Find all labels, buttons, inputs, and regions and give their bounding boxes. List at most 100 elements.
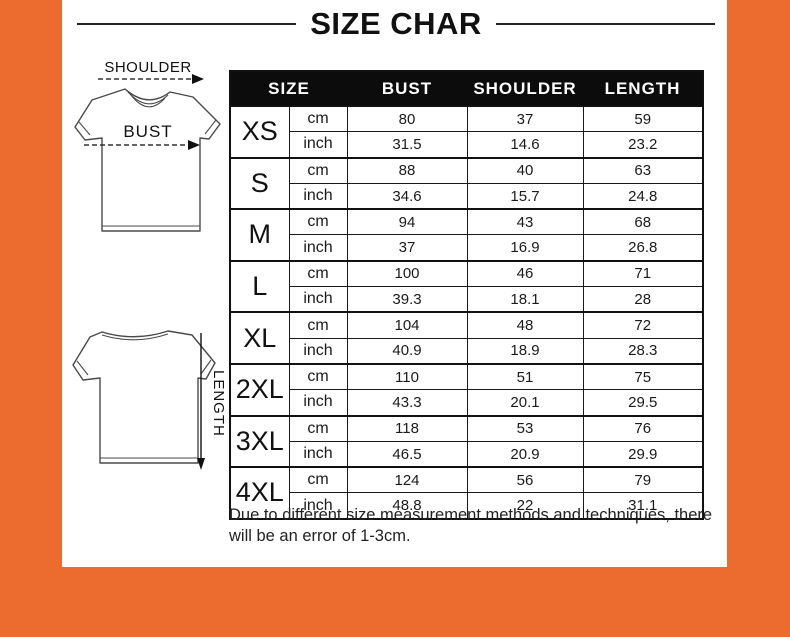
value-cell: 72 (582, 311, 704, 339)
table-row: inch 46.5 20.9 29.9 (230, 440, 704, 468)
value-cell: 37 (466, 105, 584, 133)
value-cell: 37 (346, 234, 468, 262)
unit-cell: cm (288, 414, 348, 442)
size-cell: 3XL (229, 414, 290, 469)
value-cell: 63 (582, 156, 704, 184)
page-title: SIZE CHAR (310, 6, 482, 41)
unit-cell: inch (288, 131, 348, 159)
table-header-row: SIZE BUST SHOULDER LENGTH (230, 71, 704, 106)
table-row: 2XL cm 110 51 75 (229, 362, 704, 417)
unit-cell: inch (288, 492, 348, 520)
value-cell: 23.2 (582, 131, 704, 159)
value-cell: 29.5 (582, 389, 704, 417)
shoulder-label: SHOULDER (104, 59, 191, 76)
length-arrow (197, 333, 205, 470)
size-table-wrap: SIZE BUST SHOULDER LENGTH XS cm 80 37 59 inch… (229, 70, 705, 520)
table-row: 3XL cm 118 53 76 (229, 414, 704, 469)
value-cell: 34.6 (346, 182, 468, 210)
value-cell: 48 (466, 311, 584, 339)
column-header-length: LENGTH (583, 71, 704, 106)
value-cell: 14.6 (466, 131, 584, 159)
value-cell: 71 (582, 259, 704, 288)
value-cell: 59 (582, 105, 704, 133)
value-cell: 124 (346, 466, 468, 494)
unit-cell: cm (288, 208, 348, 236)
tshirt-front-outline (74, 88, 221, 232)
value-cell: 56 (466, 466, 584, 494)
column-header-bust: BUST (347, 71, 468, 106)
measurement-note: Due to different size measurement method… (229, 506, 713, 546)
value-cell: 68 (582, 208, 704, 236)
value-cell: 40.9 (346, 337, 468, 365)
value-cell: 22 (466, 492, 584, 520)
title-row: SIZE CHAR (77, 4, 716, 44)
unit-cell: inch (288, 389, 348, 417)
table-row: 4XL cm 124 56 79 (229, 466, 704, 520)
value-cell: 28.3 (582, 337, 704, 365)
size-cell: XS (229, 105, 290, 159)
bust-label: BUST (123, 122, 172, 141)
value-cell: 39.3 (346, 286, 468, 313)
bust-arrow (84, 140, 200, 150)
value-cell: 43 (466, 208, 584, 236)
value-cell: 104 (346, 311, 468, 339)
unit-cell: inch (288, 337, 348, 365)
value-cell: 80 (346, 105, 468, 133)
left-cuff-seam (78, 121, 91, 136)
tshirt-front-diagram: SHOULDER BUST (62, 50, 237, 250)
value-cell: 110 (346, 362, 468, 391)
table-row: inch 48.8 22 31.1 (230, 492, 704, 520)
length-label: LENGTH (210, 370, 227, 437)
unit-cell: inch (288, 182, 348, 210)
size-cell: XL (229, 311, 290, 365)
unit-cell: inch (288, 440, 348, 468)
value-cell: 28 (582, 286, 704, 313)
size-cell: S (229, 156, 290, 211)
back-collar-seam (101, 333, 169, 341)
value-cell: 118 (346, 414, 468, 442)
value-cell: 31.1 (582, 492, 704, 520)
unit-cell: cm (288, 105, 348, 133)
value-cell: 40 (466, 156, 584, 184)
value-cell: 75 (582, 362, 704, 391)
title-divider-right (495, 23, 716, 25)
unit-cell: cm (288, 311, 348, 339)
unit-cell: cm (288, 156, 348, 184)
size-cell: L (229, 259, 290, 314)
value-cell: 26.8 (582, 234, 704, 262)
collar-seam-inner (130, 94, 166, 108)
value-cell: 16.9 (466, 234, 584, 262)
title-divider-left (77, 23, 297, 25)
table-row: XL cm 104 48 72 (229, 311, 704, 365)
value-cell: 24.8 (582, 182, 704, 210)
value-cell: 29.9 (582, 440, 704, 468)
value-cell: 20.1 (466, 389, 584, 417)
left-cuff-seam-back (76, 360, 89, 376)
tshirt-back-outline (72, 330, 216, 464)
table-row: inch 37 16.9 26.8 (230, 234, 704, 262)
right-cuff-seam (204, 119, 217, 135)
unit-cell: cm (288, 362, 348, 391)
size-table: SIZE BUST SHOULDER LENGTH XS cm 80 37 59 inch… (229, 70, 705, 520)
column-header-size: SIZE (230, 71, 348, 106)
table-row: inch 34.6 15.7 24.8 (230, 182, 704, 210)
size-cell: 4XL (229, 466, 290, 520)
value-cell: 53 (466, 414, 584, 442)
value-cell: 48.8 (346, 492, 468, 520)
size-cell: M (229, 208, 290, 262)
value-cell: 51 (466, 362, 584, 391)
value-cell: 100 (346, 259, 468, 288)
table-row: inch 40.9 18.9 28.3 (230, 337, 704, 365)
unit-cell: inch (288, 234, 348, 262)
value-cell: 43.3 (346, 389, 468, 417)
value-cell: 31.5 (346, 131, 468, 159)
value-cell: 88 (346, 156, 468, 184)
value-cell: 18.1 (466, 286, 584, 313)
column-header-shoulder: SHOULDER (467, 71, 584, 106)
shoulder-arrow (98, 74, 204, 84)
value-cell: 18.9 (466, 337, 584, 365)
